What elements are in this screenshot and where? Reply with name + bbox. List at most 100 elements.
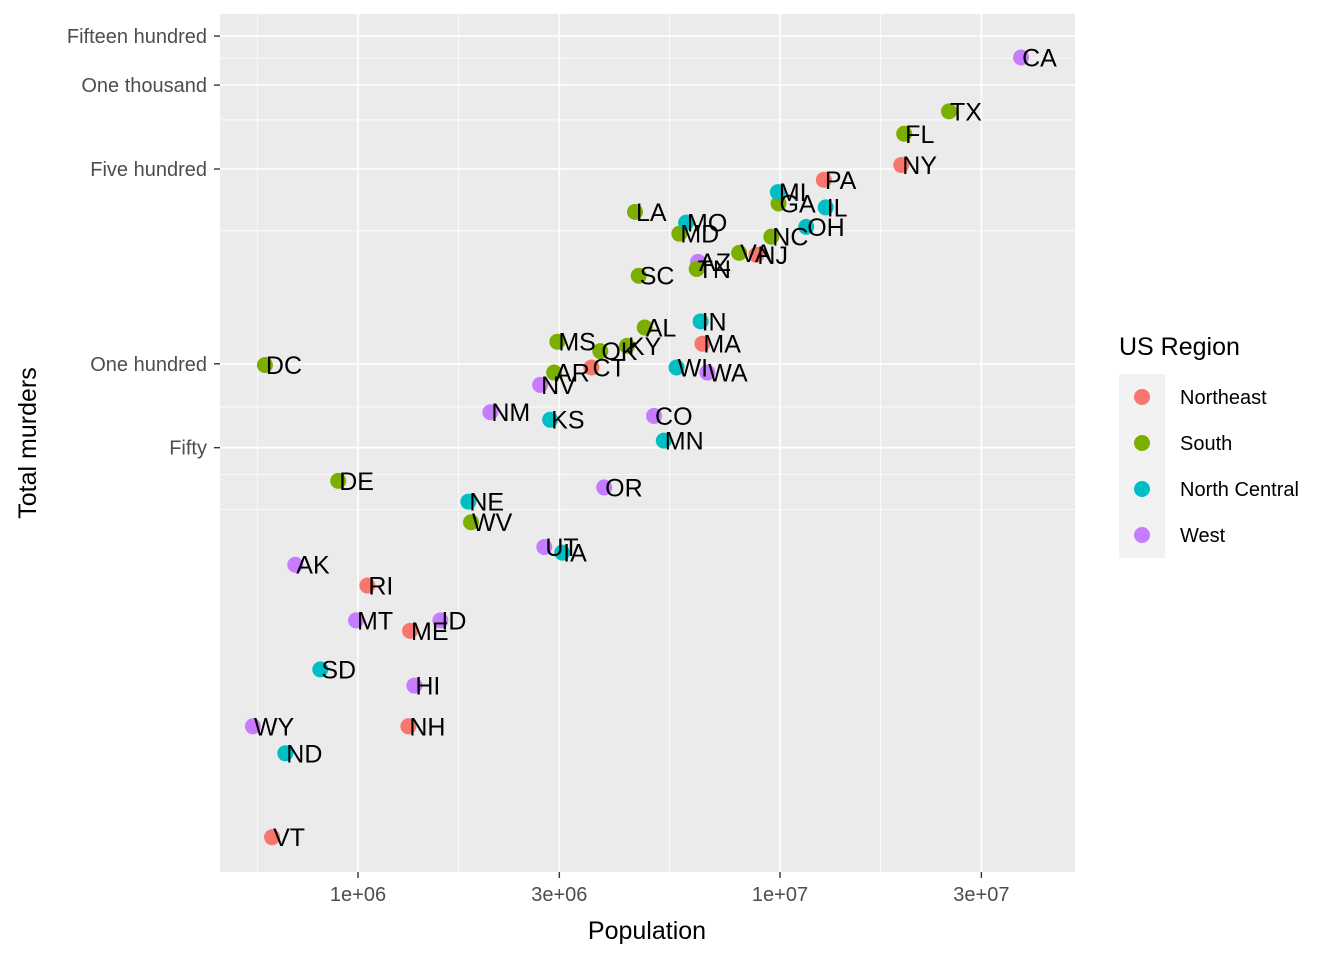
point-mi [769, 184, 786, 201]
point-label-va: VA [740, 240, 772, 268]
point-ne [460, 493, 477, 510]
point-label-co: CO [655, 403, 693, 431]
point-label-in: IN [702, 308, 727, 336]
point-wi [668, 359, 685, 376]
point-or [596, 479, 613, 496]
point-nh [400, 718, 417, 735]
legend-entries: Northeast South North Central West [1119, 374, 1299, 558]
point-ar [546, 364, 563, 381]
point-label-vt: VT [273, 824, 305, 852]
point-label-ky: KY [628, 333, 662, 361]
point-ok [592, 343, 609, 360]
legend-label-south: South [1180, 433, 1232, 455]
plot-panel [220, 14, 1075, 872]
point-ca [1013, 49, 1030, 66]
point-ga [770, 195, 787, 212]
point-label-dc: DC [266, 352, 302, 380]
point-pa [815, 171, 832, 188]
point-label-mi: MI [779, 179, 807, 207]
point-ky [619, 337, 636, 354]
legend-label-west: West [1180, 525, 1226, 547]
point-label-ne: NE [469, 489, 504, 517]
point-label-tx: TX [950, 98, 982, 126]
point-label-fl: FL [905, 121, 934, 149]
point-nv [532, 376, 549, 393]
point-label-pa: PA [825, 167, 857, 195]
x-axis-title: Population [588, 917, 706, 945]
point-label-id: ID [441, 607, 466, 635]
y-tick-label-0: Fifty [169, 438, 207, 460]
point-label-nd: ND [286, 740, 322, 768]
point-label-oh: OH [807, 214, 845, 242]
point-label-il: IL [827, 194, 848, 222]
y-tick-label-2: Five hundred [90, 159, 207, 181]
x-tick-label-1: 3e+06 [531, 884, 587, 906]
legend: US Region Northeast South North Central Wes… [1119, 333, 1299, 558]
point-al [636, 319, 653, 336]
point-wy [244, 718, 261, 735]
x-tick-label-0: 1e+06 [330, 884, 386, 906]
point-label-wa: WA [708, 360, 748, 388]
point-label-me: ME [411, 618, 449, 646]
data-points [244, 49, 1030, 846]
legend-swatch-south [1134, 435, 1150, 451]
point-label-de: DE [339, 468, 374, 496]
point-mn [655, 432, 672, 449]
legend-swatch-north-central [1134, 481, 1150, 497]
y-tick-label-3: One thousand [81, 75, 207, 97]
minor-grid [220, 14, 1075, 872]
point-label-ia: IA [563, 540, 587, 568]
data-point-labels: AL AK AZ AR CA CO CT DE DC FL GA HI ID IL IN IA KS KY LA ME… [254, 44, 1057, 852]
x-tick-label-3: 3e+07 [953, 884, 1009, 906]
point-va [731, 244, 748, 261]
point-label-wy: WY [254, 713, 295, 741]
point-label-ks: KS [551, 407, 584, 435]
point-label-ny: NY [902, 152, 937, 180]
y-tick-label-4: Fifteen hundred [67, 26, 207, 48]
legend-swatch-west [1134, 527, 1150, 543]
y-tick-label-1: One hundred [90, 354, 207, 376]
point-ny [893, 156, 910, 173]
point-label-ak: AK [296, 552, 330, 580]
point-co [646, 407, 663, 424]
point-fl [896, 125, 913, 142]
point-nm [482, 404, 499, 421]
point-nc [763, 228, 780, 245]
point-label-sc: SC [640, 263, 675, 291]
legend-label-northeast: Northeast [1180, 387, 1267, 409]
point-label-nv: NV [541, 372, 576, 400]
point-tn [688, 260, 705, 277]
point-label-ma: MA [703, 331, 741, 359]
point-label-nj: NJ [757, 242, 788, 270]
point-in [692, 313, 709, 330]
point-de [330, 472, 347, 489]
point-ms [549, 333, 566, 350]
point-sc [630, 267, 647, 284]
point-label-wv: WV [472, 509, 513, 537]
point-label-mt: MT [357, 607, 393, 635]
point-wv [463, 514, 480, 531]
point-ct [583, 359, 600, 376]
point-vt [264, 829, 281, 846]
point-label-nm: NM [491, 399, 530, 427]
point-label-nc: NC [772, 224, 808, 252]
major-grid [220, 14, 1075, 872]
point-mt [348, 612, 365, 629]
point-label-ct: CT [592, 354, 625, 382]
point-ut [536, 539, 553, 556]
point-il [817, 199, 834, 216]
point-label-ar: AR [555, 360, 590, 388]
y-axis: Fifty One hundred Five hundred One thousand… [67, 26, 220, 460]
point-ma [694, 335, 711, 352]
point-id [432, 612, 449, 629]
point-mo [678, 214, 695, 231]
point-label-az: AZ [699, 249, 731, 277]
legend-label-north-central: North Central [1180, 479, 1299, 501]
point-label-sd: SD [321, 656, 356, 684]
point-ia [554, 544, 571, 561]
point-ak [287, 556, 304, 573]
point-hi [406, 677, 423, 694]
point-label-wi: WI [678, 354, 709, 382]
x-axis: 1e+06 3e+06 1e+07 3e+07 [330, 872, 1009, 906]
